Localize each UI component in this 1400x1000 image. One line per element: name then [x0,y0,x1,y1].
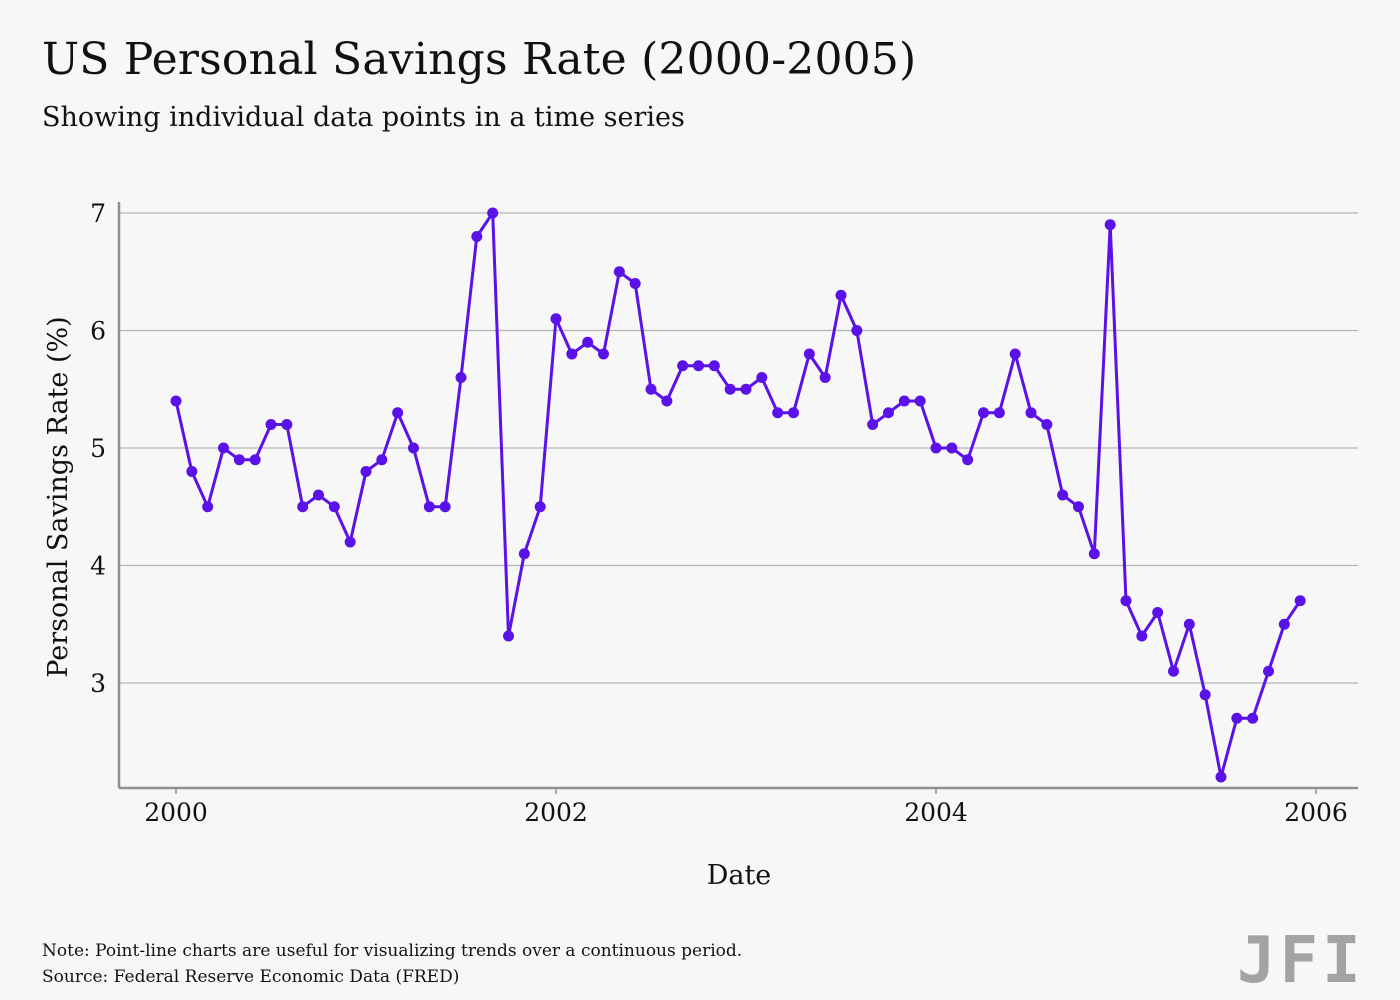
data-point [582,336,594,348]
data-point [645,383,657,395]
y-tick-label: 4 [90,552,106,581]
data-point [297,501,309,513]
x-tick-labels: 2000 2002 2004 2006 [144,798,1348,827]
data-point [1294,595,1306,607]
data-point [376,454,388,466]
data-point [534,501,546,513]
data-point [740,383,752,395]
data-point [598,348,609,360]
data-point [978,407,989,419]
data-point [281,419,293,430]
data-point [756,372,768,383]
data-point [946,442,958,454]
data-point [1199,689,1211,701]
data-point [202,501,214,513]
y-axis-label: Personal Savings Rate (%) [43,316,74,677]
x-axis-label: Date [707,860,772,891]
data-point [1073,501,1084,513]
data-point [1231,712,1243,724]
footnote: Note: Point-line charts are useful for v… [42,941,743,961]
data-point [1263,665,1274,677]
data-point [803,348,815,360]
data-point [1088,548,1100,560]
data-point [233,454,245,466]
data-point [439,501,451,513]
data-point [629,278,641,289]
data-point [1057,489,1069,501]
data-point [1183,618,1195,630]
data-point [724,383,736,395]
data-point [962,454,974,466]
data-point [408,442,419,454]
data-point [1168,665,1179,677]
y-tick-label: 7 [90,199,106,228]
data-point [265,419,277,430]
data-point [930,442,942,454]
data-point [1215,771,1227,783]
data-point [423,501,435,513]
data-point [218,442,229,454]
data-point [898,395,910,407]
data-point [1278,618,1290,630]
series-line [174,211,1302,779]
grid-lines [119,212,1358,684]
data-point [708,360,720,372]
data-point [1247,712,1259,724]
x-tick-label: 2000 [144,798,208,827]
data-point [1104,219,1116,231]
data-point [1136,630,1148,642]
data-point [392,407,404,419]
data-point [313,489,324,501]
data-point [455,372,467,383]
x-tick-label: 2006 [1284,798,1348,827]
data-point [471,231,483,242]
data-point [914,395,926,407]
data-point [360,466,372,477]
data-point [835,289,847,301]
data-point [503,630,514,642]
data-point [1041,419,1053,430]
data-point [487,207,499,219]
data-point [613,266,625,278]
chart-title: US Personal Savings Rate (2000-2005) [42,34,917,85]
data-point [249,454,261,466]
axes [117,202,1358,794]
data-point [772,407,784,419]
x-tick-label: 2004 [904,798,968,827]
data-point [344,536,356,548]
x-tick-label: 2002 [524,798,588,827]
data-point [867,419,879,430]
data-point [186,466,198,477]
data-point [1025,407,1037,419]
data-point [1120,595,1132,607]
y-tick-label: 3 [90,669,106,698]
data-point [851,325,863,336]
data-point [518,548,530,560]
data-point [819,372,831,383]
data-point [1009,348,1021,360]
y-tick-label: 5 [90,434,106,463]
series-layer [170,207,1306,783]
chart-subtitle: Showing individual data points in a time… [42,102,685,133]
y-tick-label: 6 [90,317,106,346]
y-tick-labels: 3 4 5 6 7 [90,199,106,698]
data-point [550,313,562,325]
data-point [661,395,673,407]
data-point [693,360,704,372]
data-point [566,348,578,360]
data-point [677,360,689,372]
data-point [170,395,182,407]
data-point [883,407,894,419]
jfi-logo: JFI [1237,924,1365,998]
data-point [328,501,340,513]
data-point [993,407,1005,419]
source-note: Source: Federal Reserve Economic Data (F… [42,967,460,987]
data-point [788,407,799,419]
data-point [1152,607,1164,618]
